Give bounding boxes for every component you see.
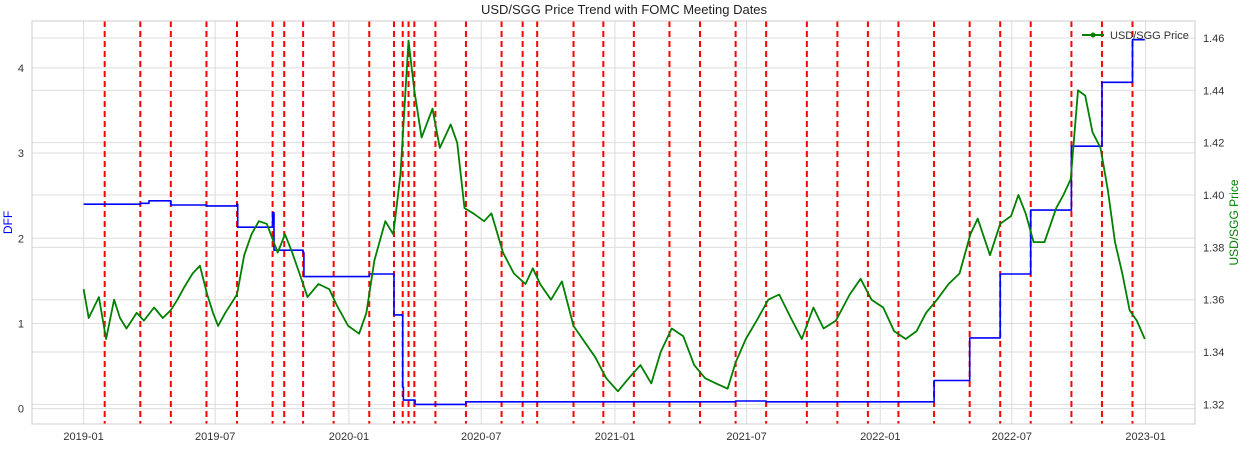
x-tick-label-3: 2020-07 [461, 431, 501, 443]
y-axis-label-left: DFF [1, 211, 15, 234]
y-tick-label-right-1: 1.34 [1203, 347, 1224, 359]
legend: USD/SGG Price [1082, 30, 1189, 42]
fomc-lines [103, 21, 1134, 424]
series-layer [82, 38, 1146, 406]
legend-marker-price [1090, 32, 1096, 38]
x-tick-label-4: 2021-01 [595, 431, 635, 443]
x-tick-label-6: 2022-01 [860, 431, 900, 443]
x-tick-label-2: 2020-01 [329, 431, 369, 443]
y-tick-label-left-1: 1 [18, 318, 24, 330]
x-tick-label-8: 2023-01 [1125, 431, 1165, 443]
y-tick-label-right-5: 1.42 [1203, 138, 1224, 150]
x-tick-label-0: 2019-01 [63, 431, 103, 443]
x-tick-label-7: 2022-07 [992, 431, 1032, 443]
series-line-price [82, 39, 1146, 393]
x-tick-label-5: 2021-07 [726, 431, 766, 443]
axis-layer: 2019-01 2019-07 2020-01 2020-07 2021-01 2021-… [18, 33, 1225, 443]
y-tick-label-left-4: 4 [18, 63, 24, 75]
y-tick-label-left-0: 0 [18, 404, 24, 416]
y-tick-label-right-3: 1.38 [1203, 242, 1224, 254]
y-tick-label-left-2: 2 [18, 233, 24, 245]
y-tick-label-right-4: 1.40 [1203, 190, 1224, 202]
x-tick-label-1: 2019-07 [195, 431, 235, 443]
chart-title: USD/SGG Price Trend with FOMC Meeting Da… [481, 2, 768, 17]
legend-label-price: USD/SGG Price [1110, 30, 1189, 42]
y-tick-label-right-6: 1.44 [1203, 85, 1224, 97]
y-axis-label-right: USD/SGG Price [1227, 179, 1241, 265]
plot-frame [31, 20, 1196, 425]
y-tick-label-right-2: 1.36 [1203, 295, 1224, 307]
y-tick-label-right-7: 1.46 [1203, 33, 1224, 45]
y-tick-label-right-0: 1.32 [1203, 399, 1224, 411]
y-tick-label-left-3: 3 [18, 148, 24, 160]
series-line-dff [83, 38, 1145, 406]
